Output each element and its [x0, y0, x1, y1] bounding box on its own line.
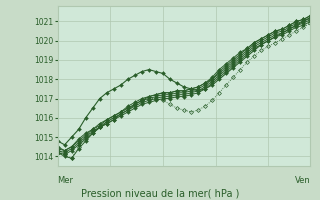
Text: Mer: Mer	[58, 176, 74, 185]
Text: Ven: Ven	[295, 176, 310, 185]
Text: Pression niveau de la mer( hPa ): Pression niveau de la mer( hPa )	[81, 188, 239, 198]
